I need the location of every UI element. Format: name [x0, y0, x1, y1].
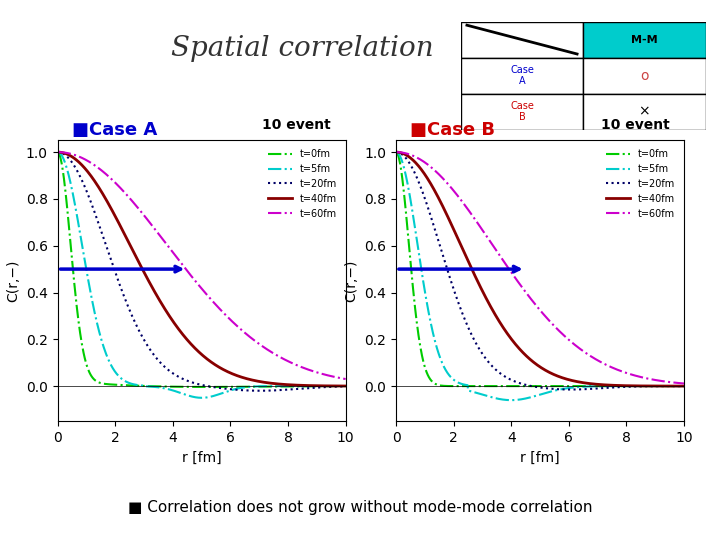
Bar: [583, 22, 706, 58]
X-axis label: r [fm]: r [fm]: [181, 450, 222, 464]
Text: Spatial correlation: Spatial correlation: [171, 35, 433, 62]
Y-axis label: C(r,−): C(r,−): [345, 260, 359, 302]
Bar: [583, 93, 706, 130]
Text: 10 event: 10 event: [263, 118, 331, 132]
Text: M-M: M-M: [631, 35, 657, 45]
Bar: [583, 58, 706, 93]
Text: ■Case B: ■Case B: [410, 120, 495, 139]
Legend: t=0fm, t=5fm, t=20fm, t=40fm, t=60fm: t=0fm, t=5fm, t=20fm, t=40fm, t=60fm: [602, 145, 679, 222]
Text: o: o: [640, 69, 649, 83]
Text: Case
B: Case B: [510, 101, 534, 123]
Text: ×: ×: [639, 105, 650, 119]
X-axis label: r [fm]: r [fm]: [520, 450, 560, 464]
Bar: [461, 93, 583, 130]
Text: 10 event: 10 event: [601, 118, 670, 132]
Y-axis label: C(r,−): C(r,−): [6, 260, 20, 302]
Bar: [461, 58, 583, 93]
Bar: [461, 22, 583, 58]
Text: ■Case A: ■Case A: [72, 120, 157, 139]
Text: ■ Correlation does not grow without mode-mode correlation: ■ Correlation does not grow without mode…: [127, 500, 593, 515]
Text: Case
A: Case A: [510, 65, 534, 86]
Legend: t=0fm, t=5fm, t=20fm, t=40fm, t=60fm: t=0fm, t=5fm, t=20fm, t=40fm, t=60fm: [264, 145, 341, 222]
